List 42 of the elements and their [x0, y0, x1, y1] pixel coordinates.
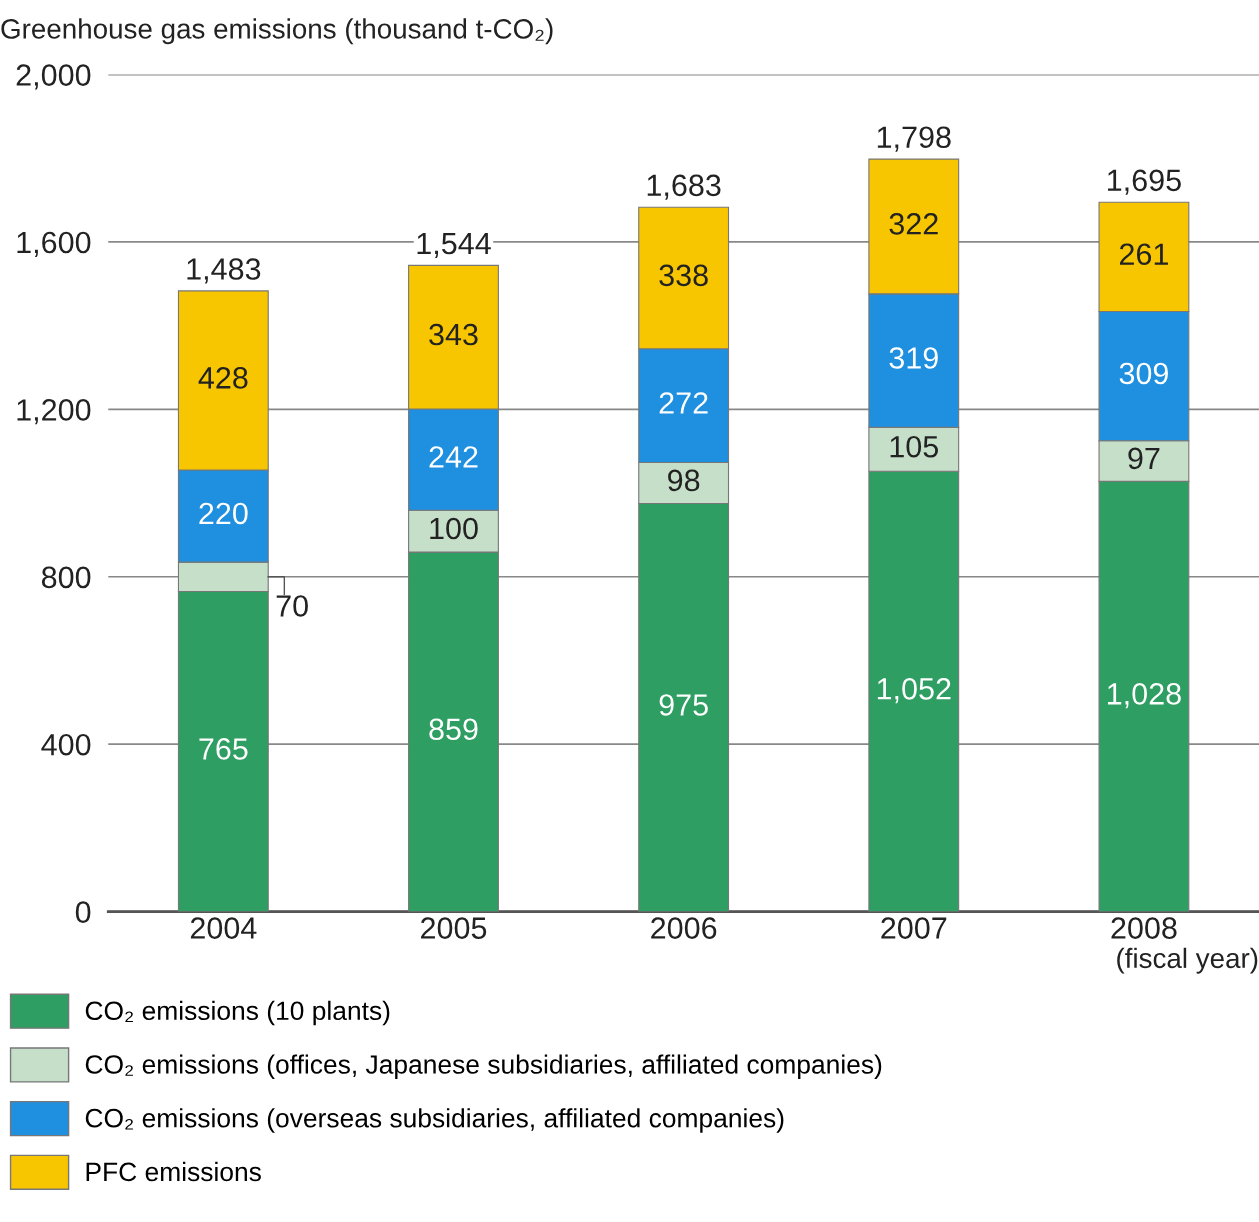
- data-label: 70: [276, 595, 308, 617]
- x-tick-label: 2005: [421, 917, 487, 939]
- y-tick-label: 0: [75, 901, 91, 923]
- total-label: 1,683: [647, 174, 721, 200]
- data-label: 97: [1128, 447, 1160, 470]
- data-label: 338: [659, 264, 708, 287]
- data-label: 1,028: [1108, 683, 1181, 709]
- legend-label: CO₂ emissions (offices, Japanese subsidiaries, affiliated companies): [85, 1054, 882, 1080]
- data-label: 343: [429, 323, 478, 346]
- x-tick-label: 2004: [190, 917, 257, 939]
- legend-label: PFC emissions: [86, 1161, 261, 1182]
- x-axis-title: (fiscal year): [1117, 947, 1258, 974]
- data-label: 242: [429, 446, 478, 468]
- y-tick-label: 400: [41, 733, 91, 756]
- data-label: 100: [430, 517, 478, 540]
- y-axis-title: Greenhouse gas emissions (thousand t-CO₂): [1, 18, 553, 45]
- x-tick-label: 2007: [881, 917, 947, 939]
- data-label: 309: [1119, 362, 1168, 385]
- y-tick-label: 1,200: [17, 399, 91, 425]
- total-label: 1,483: [187, 258, 261, 284]
- total-label: 1,544: [417, 233, 491, 258]
- x-tick-label: 2008: [1111, 917, 1177, 939]
- total-label: 1,695: [1108, 169, 1181, 195]
- data-label: 322: [889, 213, 938, 235]
- data-label: 428: [198, 367, 248, 389]
- data-label: 975: [659, 694, 708, 716]
- y-tick-label: 2,000: [16, 64, 91, 90]
- data-label: 319: [889, 347, 938, 369]
- x-tick-label: 2006: [651, 917, 717, 939]
- legend-label: CO₂ emissions (overseas subsidiaries, affiliated companies): [85, 1108, 784, 1133]
- data-label: 220: [199, 502, 248, 525]
- data-label: 272: [659, 392, 708, 414]
- y-tick-label: 1,600: [17, 231, 91, 257]
- data-label: 859: [429, 718, 478, 741]
- data-label: 105: [890, 435, 938, 458]
- data-label: 261: [1119, 243, 1168, 266]
- data-label: 98: [668, 469, 700, 492]
- data-label: 765: [199, 738, 248, 760]
- legend-label: CO₂ emissions (10 plants): [85, 1000, 390, 1026]
- total-label: 1,798: [877, 126, 951, 152]
- data-label: 1,052: [877, 678, 951, 704]
- y-tick-label: 800: [41, 566, 91, 589]
